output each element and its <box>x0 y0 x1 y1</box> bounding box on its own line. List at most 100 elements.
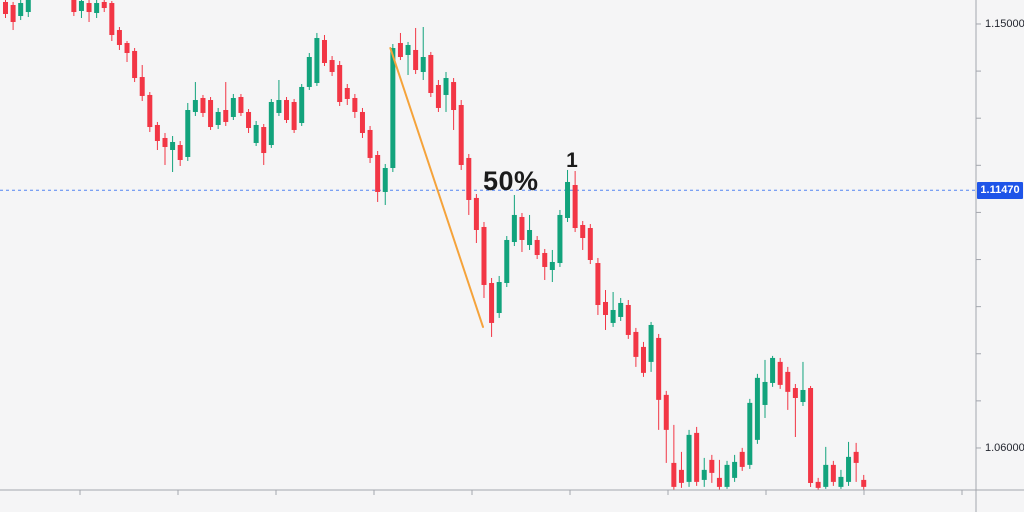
candle-up-wick <box>802 361 804 407</box>
candle-up <box>618 302 624 317</box>
candle-down <box>162 137 168 147</box>
candle-down-wick <box>718 459 720 490</box>
candle-down <box>238 97 244 113</box>
candle-down <box>154 124 160 142</box>
candle-down <box>542 252 548 267</box>
candle-down <box>678 469 684 483</box>
price-tick-label-bottom: 1.06000 <box>985 441 1024 454</box>
candle-down <box>428 54 434 93</box>
candle-down <box>124 43 130 53</box>
candle-down <box>519 216 525 240</box>
candle-down <box>595 263 601 305</box>
candle-up <box>405 44 411 55</box>
candle-down <box>489 282 495 323</box>
candle-up <box>299 86 305 124</box>
candle-down-wick <box>680 451 682 488</box>
trend-line[interactable] <box>389 47 485 328</box>
candle-up <box>306 57 312 87</box>
price-axis[interactable] <box>962 0 1024 490</box>
candle-down <box>147 94 153 128</box>
candle-down <box>261 127 267 154</box>
candle-up <box>192 100 198 112</box>
candle-up <box>762 381 768 405</box>
candle-down <box>223 110 229 122</box>
candle-down <box>587 228 593 261</box>
candle-down <box>86 3 92 13</box>
candle-up-wick <box>172 136 174 173</box>
candle-down <box>71 0 77 13</box>
candle-down <box>785 371 791 392</box>
candle-up <box>754 377 760 440</box>
candle-down <box>139 77 145 96</box>
price-line-tag[interactable]: 1.11470 <box>977 181 1023 199</box>
candle-up <box>770 357 776 383</box>
candle-down <box>466 157 472 200</box>
candle-down <box>473 197 479 230</box>
annotation-wave-one[interactable]: 1 <box>566 149 579 172</box>
candle-up <box>230 97 236 117</box>
candle-up-wick <box>407 41 409 76</box>
candle-down <box>101 1 107 9</box>
candle-down <box>663 394 669 430</box>
candle-down <box>359 111 365 133</box>
candle-down <box>853 451 859 463</box>
candle-down <box>208 100 214 128</box>
candle-down-wick <box>164 132 166 165</box>
candle-up <box>170 141 176 151</box>
candle-down <box>451 82 457 111</box>
candle-up <box>724 464 730 487</box>
candle-up <box>78 0 84 11</box>
candle-up <box>610 309 616 323</box>
candle-down <box>861 479 867 487</box>
candle-down <box>375 154 381 192</box>
candle-up <box>25 0 31 13</box>
candle-up-wick <box>612 291 614 327</box>
price-tick-label-top: 1.15000 <box>985 17 1024 30</box>
candle-up <box>443 78 449 95</box>
candle-down <box>458 105 464 165</box>
candle-up <box>747 402 753 465</box>
candle-down-wick <box>225 82 227 126</box>
candle-down <box>633 331 639 357</box>
candle-up <box>557 214 563 264</box>
candle-down <box>132 50 138 79</box>
candle-up <box>701 469 707 480</box>
candle-down <box>709 459 715 473</box>
candle-down <box>808 388 814 483</box>
candle-up <box>732 461 738 478</box>
candle-up <box>496 282 502 314</box>
candle-up <box>276 100 282 113</box>
candle-up <box>686 434 692 482</box>
candle-down <box>291 101 297 130</box>
candle-down <box>109 3 115 36</box>
candle-down-wick <box>794 384 796 437</box>
candle-down <box>671 462 677 487</box>
candle-down <box>321 39 327 63</box>
candle-down <box>603 301 609 315</box>
candle-down <box>830 464 836 482</box>
annotation-fifty-percent[interactable]: 50% <box>483 165 539 196</box>
candle-up <box>215 111 221 125</box>
candle-down <box>10 4 16 23</box>
candle-down <box>694 432 700 482</box>
candle-up-wick <box>422 26 424 80</box>
time-axis[interactable] <box>0 490 1024 512</box>
candle-down <box>739 451 745 467</box>
candle-up <box>504 239 510 283</box>
candle-down <box>246 111 252 128</box>
candle-down <box>413 49 419 71</box>
candle-up <box>823 464 829 487</box>
candle-down <box>116 30 122 45</box>
candle-up <box>253 124 259 143</box>
candle-down <box>435 84 441 108</box>
candle-down <box>367 129 373 158</box>
candle-up <box>314 38 320 84</box>
candle-down <box>777 361 783 385</box>
candle-up <box>800 389 806 402</box>
candle-up <box>648 324 654 362</box>
candle-up <box>94 3 100 14</box>
candle-down-wick <box>673 424 675 490</box>
candle-up <box>268 101 274 146</box>
